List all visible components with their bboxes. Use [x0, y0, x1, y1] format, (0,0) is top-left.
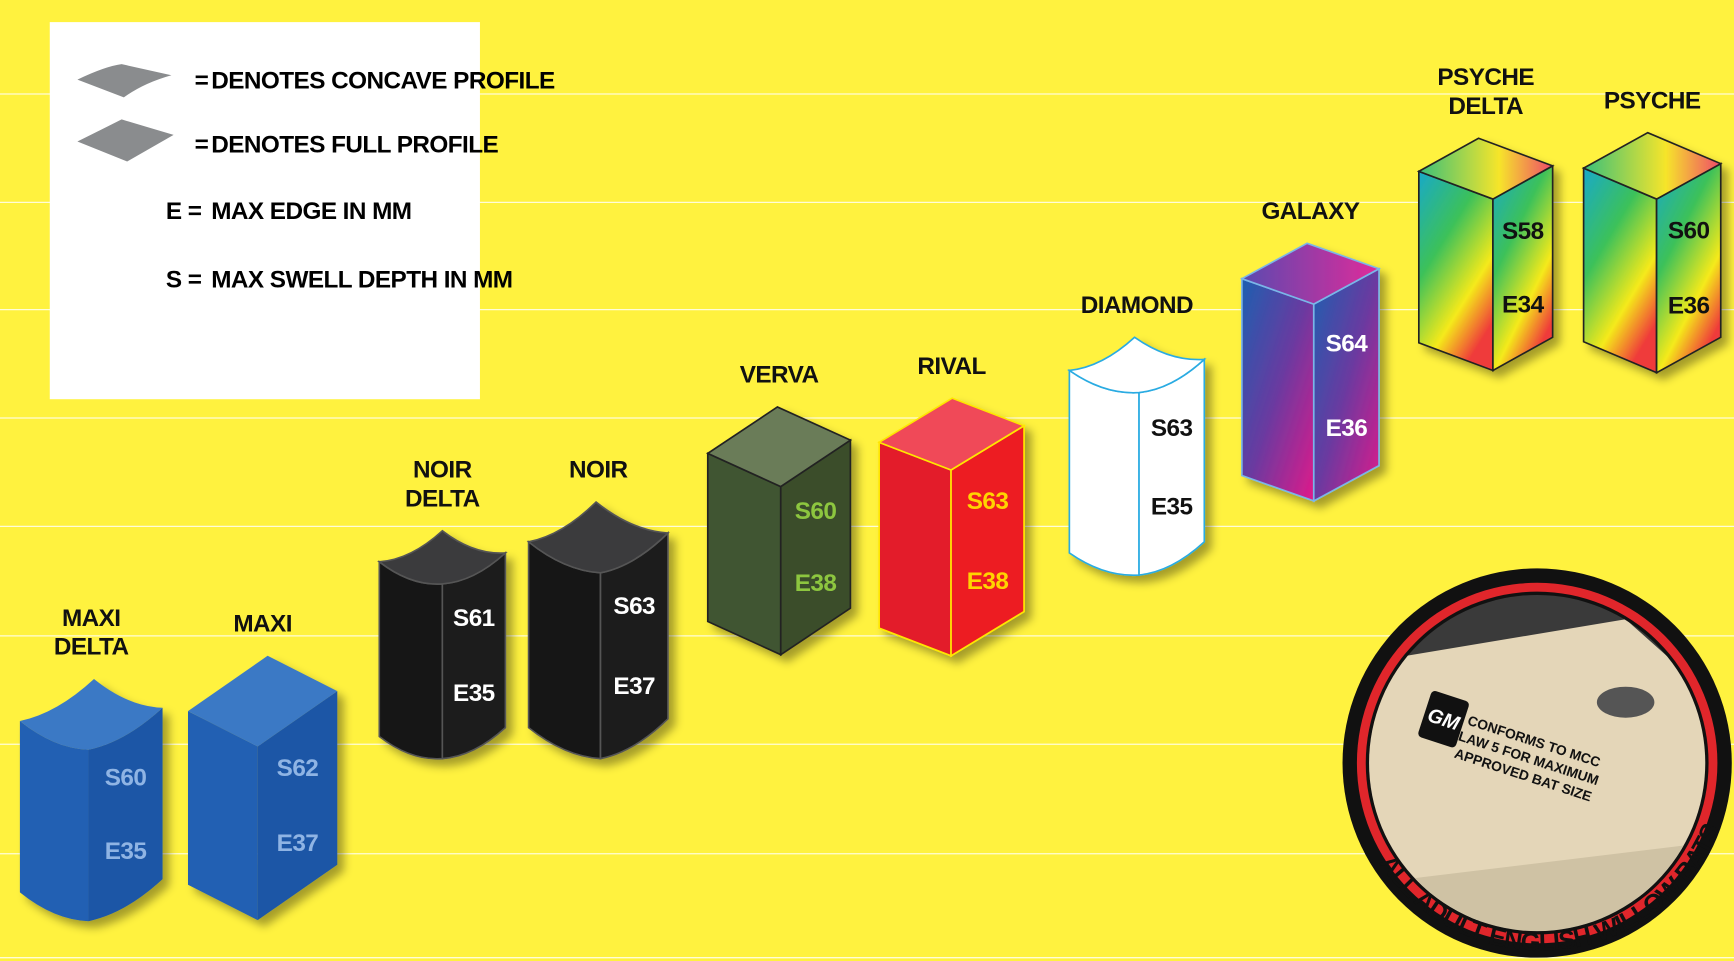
bat — [877, 397, 1026, 658]
edge-label: E34 — [1502, 292, 1545, 319]
bat — [1239, 242, 1382, 503]
bat-left-face — [1582, 166, 1658, 374]
bat-left-face — [706, 452, 782, 656]
legend-text: DENOTES FULL PROFILE — [211, 132, 498, 159]
swell-label: S60 — [105, 764, 147, 791]
legend-text: DENOTES CONCAVE PROFILE — [211, 67, 555, 94]
edge-label: E36 — [1668, 292, 1710, 319]
bat — [1416, 137, 1555, 372]
bat — [526, 500, 670, 760]
bat — [706, 406, 853, 657]
bat-left-face — [1241, 277, 1315, 503]
bat-left-face — [1417, 170, 1494, 372]
bat-left-face — [878, 441, 952, 657]
legend-key: S = — [166, 267, 202, 294]
swell-label: S63 — [613, 593, 655, 620]
edge-label: E35 — [105, 838, 147, 865]
edge-label: E35 — [1151, 494, 1193, 521]
logo-box — [1418, 691, 1469, 748]
legend-text: MAX EDGE IN MM — [211, 198, 411, 225]
bat-name: VERVA — [740, 362, 819, 389]
bat-right-face — [257, 691, 338, 921]
bat-top-face — [1581, 131, 1723, 200]
edge-label: E37 — [277, 830, 319, 857]
bat-left-face — [187, 711, 258, 921]
edge-label: E35 — [453, 680, 495, 707]
swell-label: S63 — [967, 488, 1009, 515]
bat — [1067, 336, 1207, 577]
bat-top-face — [877, 397, 1026, 471]
badge: GM CONFORMS TO MCC LAW 5 FOR MAXIMUM APP… — [1342, 568, 1732, 958]
edge-label: E38 — [795, 570, 837, 597]
bat-name: MAXI — [233, 610, 292, 637]
swell-label: S58 — [1502, 218, 1544, 245]
bat-name: RIVAL — [917, 353, 986, 380]
bat-left-face — [527, 540, 602, 760]
bat-name: NOIR — [569, 457, 629, 484]
bat-top-face — [1416, 137, 1555, 200]
bat-left-face — [19, 721, 89, 922]
bat-top-face — [377, 529, 508, 585]
bat-top-face — [1067, 336, 1207, 394]
swell-label: S62 — [277, 755, 319, 782]
bat — [187, 655, 338, 921]
bat-right-face — [1312, 267, 1380, 503]
bat-left-face — [1068, 368, 1140, 577]
bat-name: PSYCHE — [1437, 64, 1534, 91]
legend-key: E = — [166, 198, 202, 225]
legend-key: = — [195, 67, 209, 94]
bat-top-face — [706, 406, 853, 488]
swell-label: S60 — [795, 498, 837, 525]
legend-text: MAX SWELL DEPTH IN MM — [211, 267, 512, 294]
swell-label: S64 — [1326, 330, 1369, 357]
bat-right-face — [88, 707, 163, 922]
bat-name: DELTA — [54, 634, 129, 661]
swell-label: S63 — [1151, 415, 1193, 442]
bat-left-face — [378, 560, 444, 760]
bat-name: PSYCHE — [1604, 87, 1701, 114]
bat — [1581, 131, 1723, 375]
swell-label: S61 — [453, 605, 495, 632]
edge-label: E37 — [613, 673, 655, 700]
bat-right-face — [441, 551, 507, 760]
concave-icon — [77, 64, 172, 98]
bat-name: GALAXY — [1261, 198, 1359, 225]
bat-top-face — [19, 679, 163, 750]
bat-name: DELTA — [1448, 93, 1523, 120]
bat-name: NOIR — [413, 457, 473, 484]
edge-label: E38 — [967, 568, 1009, 595]
bat-name: DIAMOND — [1081, 292, 1193, 319]
legend-key: = — [195, 132, 209, 159]
legend: = DENOTES CONCAVE PROFILE = DENOTES FULL… — [49, 22, 556, 400]
bat-top-face — [187, 655, 338, 747]
bat-top-face — [1239, 242, 1382, 306]
bat — [377, 529, 508, 760]
bat-name: MAXI — [62, 605, 121, 632]
edge-label: E36 — [1326, 415, 1368, 442]
bat — [19, 679, 163, 922]
bat-right-face — [1655, 162, 1722, 375]
bat-right-face — [1492, 164, 1554, 372]
bat-name: DELTA — [405, 485, 480, 512]
full-icon — [77, 119, 174, 162]
swell-label: S60 — [1668, 218, 1710, 245]
bat-top-face — [526, 500, 670, 574]
